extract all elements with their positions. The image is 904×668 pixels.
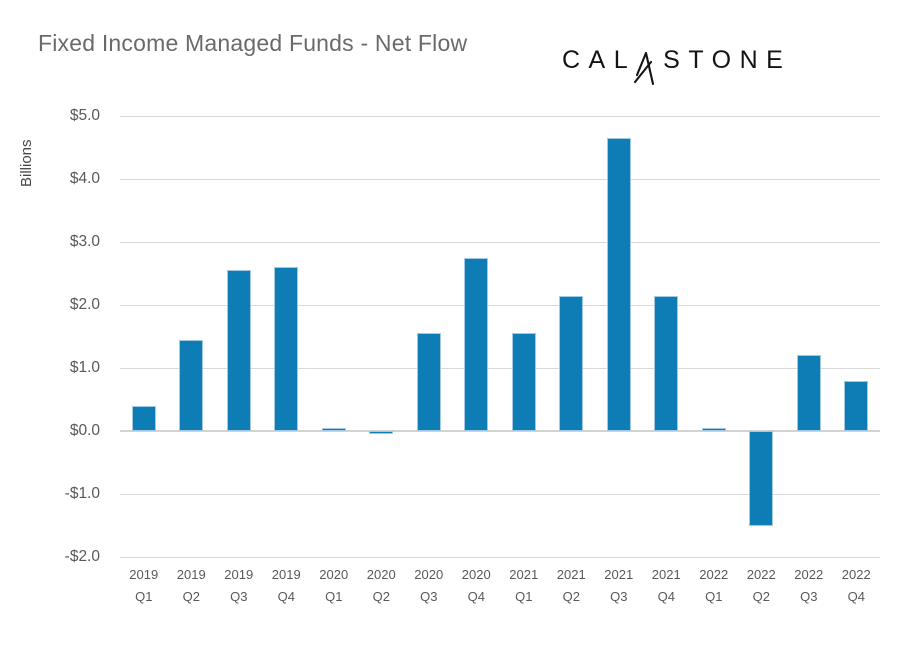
- x-category-label: 2019 Q4: [262, 564, 310, 608]
- bar-2022-q3: [796, 355, 821, 431]
- x-category-label: 2021 Q3: [595, 564, 643, 608]
- x-category-label: 2022 Q3: [785, 564, 833, 608]
- x-label-quarter: Q4: [847, 589, 865, 604]
- x-label-year: 2022: [794, 567, 824, 582]
- x-category-label: 2020 Q2: [357, 564, 405, 608]
- x-category-label: 2022 Q4: [832, 564, 880, 608]
- x-label-quarter: Q1: [135, 589, 153, 604]
- x-label-quarter: Q3: [800, 589, 818, 604]
- x-category-label: 2019 Q1: [120, 564, 168, 608]
- chart-title: Fixed Income Managed Funds - Net Flow: [38, 30, 468, 56]
- bar-2022-q2: [749, 431, 774, 526]
- zero-gridline: [120, 430, 880, 432]
- x-label-quarter: Q1: [325, 589, 343, 604]
- bar-2021-q3: [606, 138, 631, 431]
- x-label-year: 2022: [841, 567, 871, 582]
- x-label-year: 2021: [651, 567, 681, 582]
- logo-text-stone: STONE: [663, 46, 792, 74]
- gridline: [120, 305, 880, 306]
- bar-2021-q4: [654, 295, 679, 431]
- x-label-year: 2022: [699, 567, 729, 582]
- x-category-label: 2021 Q2: [547, 564, 595, 608]
- x-label-quarter: Q2: [752, 589, 770, 604]
- gridline: [120, 368, 880, 369]
- x-category-label: 2022 Q2: [737, 564, 785, 608]
- x-category-label: 2020 Q1: [310, 564, 358, 608]
- x-label-year: 2019: [271, 567, 301, 582]
- x-label-year: 2019: [176, 567, 206, 582]
- calastone-logo: CAL STONE: [562, 42, 792, 86]
- bar-2019-q1: [131, 405, 156, 431]
- x-label-quarter: Q2: [182, 589, 200, 604]
- gridline: [120, 179, 880, 180]
- y-tick-label: $3.0: [69, 233, 100, 250]
- x-label-year: 2020: [414, 567, 444, 582]
- bar-2020-q2: [369, 431, 394, 435]
- calastone-a-glyph: [634, 51, 655, 86]
- x-label-quarter: Q4: [277, 589, 295, 604]
- x-label-quarter: Q3: [420, 589, 438, 604]
- x-category-label: 2019 Q2: [167, 564, 215, 608]
- x-label-year: 2021: [604, 567, 634, 582]
- y-tick-label: $4.0: [69, 170, 100, 187]
- x-category-label: 2021 Q4: [642, 564, 690, 608]
- bar-2021-q1: [511, 333, 536, 431]
- bar-2019-q3: [226, 270, 251, 431]
- x-category-label: 2021 Q1: [500, 564, 548, 608]
- x-label-quarter: Q3: [230, 589, 248, 604]
- x-category-label: 2020 Q3: [405, 564, 453, 608]
- gridline: [120, 116, 880, 117]
- y-tick-label: $2.0: [69, 296, 100, 313]
- bar-2020-q1: [321, 427, 346, 431]
- x-label-year: 2019: [224, 567, 254, 582]
- x-label-quarter: Q3: [610, 589, 628, 604]
- x-label-year: 2021: [556, 567, 586, 582]
- bar-2022-q1: [701, 427, 726, 431]
- logo-text-cal: CAL: [562, 46, 637, 74]
- x-category-label: 2020 Q4: [452, 564, 500, 608]
- x-label-quarter: Q4: [467, 589, 485, 604]
- bar-2020-q4: [464, 257, 489, 431]
- gridline: [120, 557, 880, 558]
- x-category-label: 2022 Q1: [690, 564, 738, 608]
- y-tick-label: $0.0: [69, 422, 100, 439]
- bar-2019-q2: [179, 339, 204, 431]
- gridline: [120, 242, 880, 243]
- x-label-quarter: Q2: [562, 589, 580, 604]
- x-label-quarter: Q4: [657, 589, 675, 604]
- x-label-year: 2020: [461, 567, 491, 582]
- gridline: [120, 494, 880, 495]
- y-tick-label: $5.0: [69, 107, 100, 124]
- y-tick-label: $1.0: [69, 359, 100, 376]
- x-label-quarter: Q2: [372, 589, 390, 604]
- x-label-year: 2020: [319, 567, 349, 582]
- x-label-year: 2020: [366, 567, 396, 582]
- x-label-quarter: Q1: [705, 589, 723, 604]
- x-label-quarter: Q1: [515, 589, 533, 604]
- x-label-year: 2019: [129, 567, 159, 582]
- x-category-label: 2019 Q3: [215, 564, 263, 608]
- bar-2020-q3: [416, 333, 441, 431]
- x-label-year: 2021: [509, 567, 539, 582]
- y-tick-label: -$2.0: [64, 548, 100, 565]
- y-tick-label: -$1.0: [64, 485, 100, 502]
- bar-2021-q2: [559, 295, 584, 431]
- y-axis-title: Billions: [18, 139, 35, 187]
- bar-2019-q4: [274, 267, 299, 431]
- x-label-year: 2022: [746, 567, 776, 582]
- plot-area: $5.0 $4.0 $3.0 $2.0 $1.0 $0.0 -$1.0 -$2.0 2019 Q1…: [65, 107, 880, 604]
- bar-2022-q4: [844, 380, 869, 431]
